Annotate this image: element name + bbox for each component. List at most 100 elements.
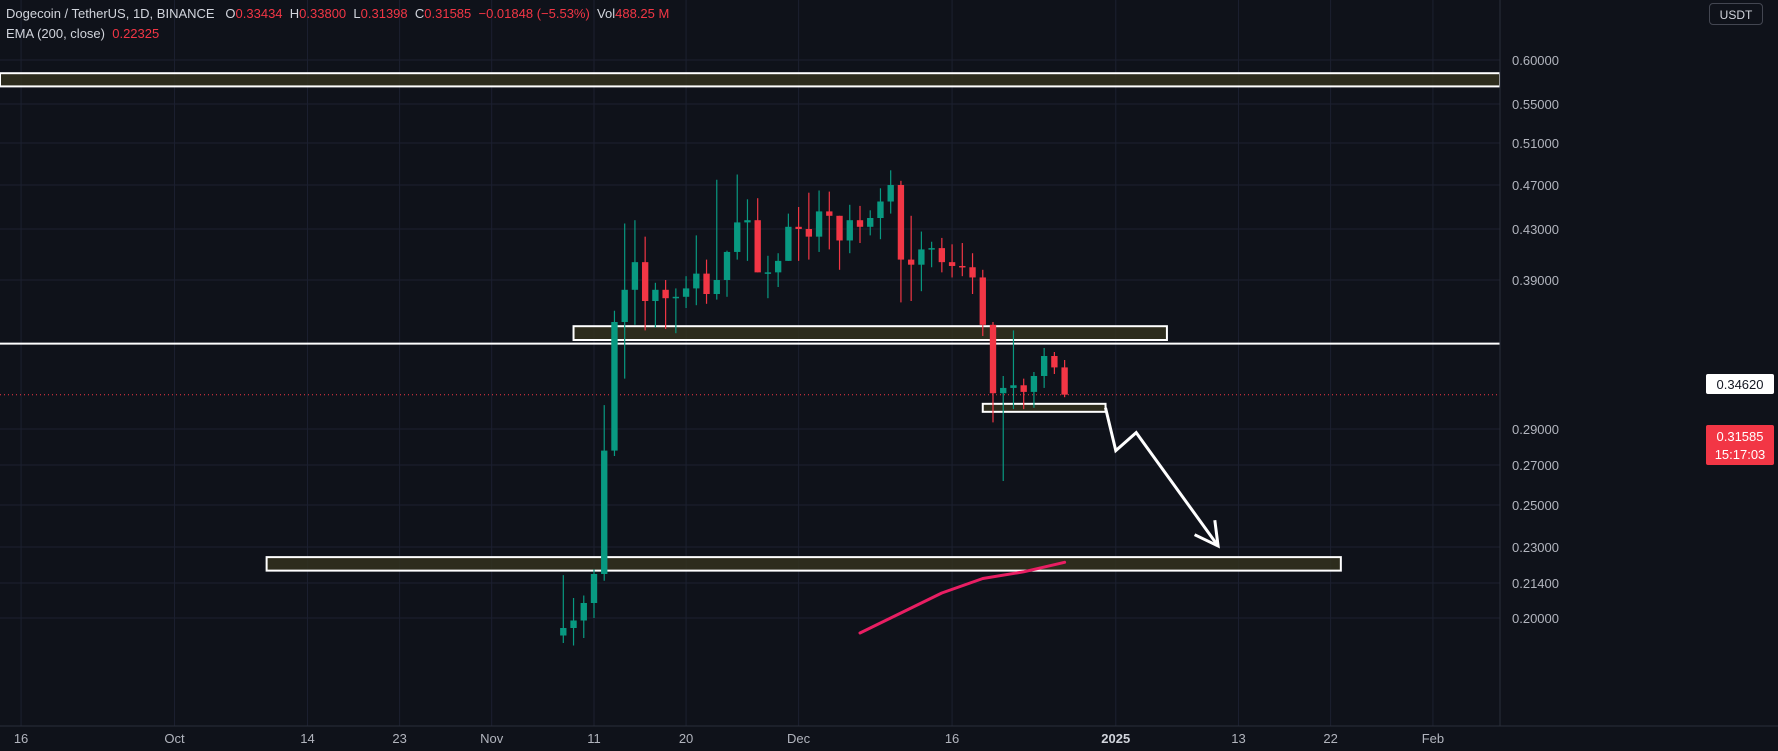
candle-body [703, 273, 710, 294]
symbol-title[interactable]: Dogecoin / TetherUS, 1D, BINANCE [6, 6, 215, 21]
candle-body [938, 248, 946, 263]
candle [693, 235, 700, 306]
candle-body [867, 218, 874, 227]
candle-body [570, 620, 577, 628]
zone-rect [981, 402, 1107, 413]
candle-body [1010, 385, 1017, 388]
candle [887, 170, 894, 214]
candle-body [641, 262, 649, 301]
candle-body [979, 277, 986, 325]
candle [1040, 348, 1048, 388]
candle [764, 255, 772, 299]
candle-body [744, 220, 751, 223]
candle [907, 215, 915, 301]
candle-body [1030, 376, 1038, 392]
candle [611, 310, 618, 456]
candles [560, 170, 1068, 646]
candle [1020, 378, 1027, 410]
zone-rect [572, 325, 1168, 342]
candle [918, 231, 925, 292]
candle-body [662, 289, 669, 299]
candle-body [1000, 387, 1007, 394]
candle-body [918, 249, 925, 265]
candle [805, 192, 813, 260]
candle-body [682, 288, 690, 297]
time-tick-label: 16 [945, 731, 959, 746]
candle [928, 241, 935, 268]
candle-body [693, 273, 700, 289]
candle [754, 198, 761, 273]
candle [570, 598, 577, 646]
candle-body [887, 185, 894, 202]
price-tick-label: 0.51000 [1512, 136, 1559, 151]
candle-body [948, 262, 956, 266]
candle-body [907, 259, 915, 265]
time-tick-label: 22 [1323, 731, 1337, 746]
last-tag-box [1706, 425, 1774, 465]
candle [703, 259, 710, 304]
candle-body [723, 251, 731, 280]
candle [846, 204, 853, 254]
zones [0, 72, 1501, 572]
candle [560, 575, 567, 643]
time-tick-label: 11 [587, 731, 601, 746]
candle-body [611, 322, 618, 451]
time-tick-label: 23 [392, 731, 406, 746]
candle [652, 282, 659, 328]
ema-value: 0.22325 [112, 26, 160, 41]
time-tick-label: Nov [480, 731, 504, 746]
candle [682, 276, 690, 308]
candle-body [836, 215, 843, 241]
candle [989, 322, 997, 423]
zone-rect [265, 556, 1342, 572]
candle [774, 253, 782, 287]
candle-body [734, 222, 741, 252]
ema-line [858, 560, 1067, 635]
candle-body [877, 201, 884, 218]
price-tick-label: 0.43000 [1512, 222, 1559, 237]
time-tick-label: 16 [14, 731, 28, 746]
candle-body [846, 220, 853, 241]
candle [959, 243, 966, 277]
currency-button[interactable]: USDT [1709, 3, 1763, 25]
candle-body [580, 603, 587, 621]
ema-row[interactable]: EMA (200, close) 0.22325 [6, 24, 669, 44]
level-tag-text: 0.34620 [1717, 377, 1764, 392]
candle [867, 210, 874, 236]
candle [1051, 352, 1058, 374]
candle [938, 237, 946, 273]
candle [713, 179, 720, 300]
time-tick-label: Feb [1422, 731, 1444, 746]
candle-body [764, 272, 772, 274]
price-tick-label: 0.39000 [1512, 273, 1559, 288]
last-price-tag: 0.31585 15:17:03 [1706, 425, 1774, 465]
low-value: 0.31398 [360, 6, 408, 21]
time-tick-label: 14 [300, 731, 314, 746]
price-tags: 0.34620 0.31585 15:17:03 [1706, 374, 1774, 465]
arrow-path [1104, 407, 1220, 547]
candle-body [1061, 367, 1068, 395]
candle [856, 205, 864, 244]
grid-lines [0, 0, 1500, 726]
time-axis[interactable]: 16 Oct 14 23 Nov 11 20 Dec 16 2025 13 22 Feb [0, 725, 1778, 746]
open-value: 0.33434 [235, 6, 283, 21]
candle-body [969, 267, 976, 278]
candle [897, 180, 905, 303]
price-tick-label: 0.55000 [1512, 97, 1559, 112]
zone-rect [0, 72, 1501, 88]
price-tick-label: 0.21400 [1512, 576, 1559, 591]
candle [815, 190, 823, 252]
price-tick-label: 0.47000 [1512, 178, 1559, 193]
time-tick-label: 13 [1231, 731, 1245, 746]
ema-200-polyline [858, 560, 1067, 635]
candle [590, 569, 598, 618]
candle-body [754, 220, 761, 273]
low-label: L [353, 6, 361, 21]
candle-body [1020, 385, 1027, 392]
change-value: −0.01848 (−5.53%) [478, 6, 590, 21]
candle-body [713, 280, 720, 294]
price-tick-label: 0.29000 [1512, 422, 1559, 437]
candle [672, 288, 680, 334]
candle-body [856, 220, 864, 227]
